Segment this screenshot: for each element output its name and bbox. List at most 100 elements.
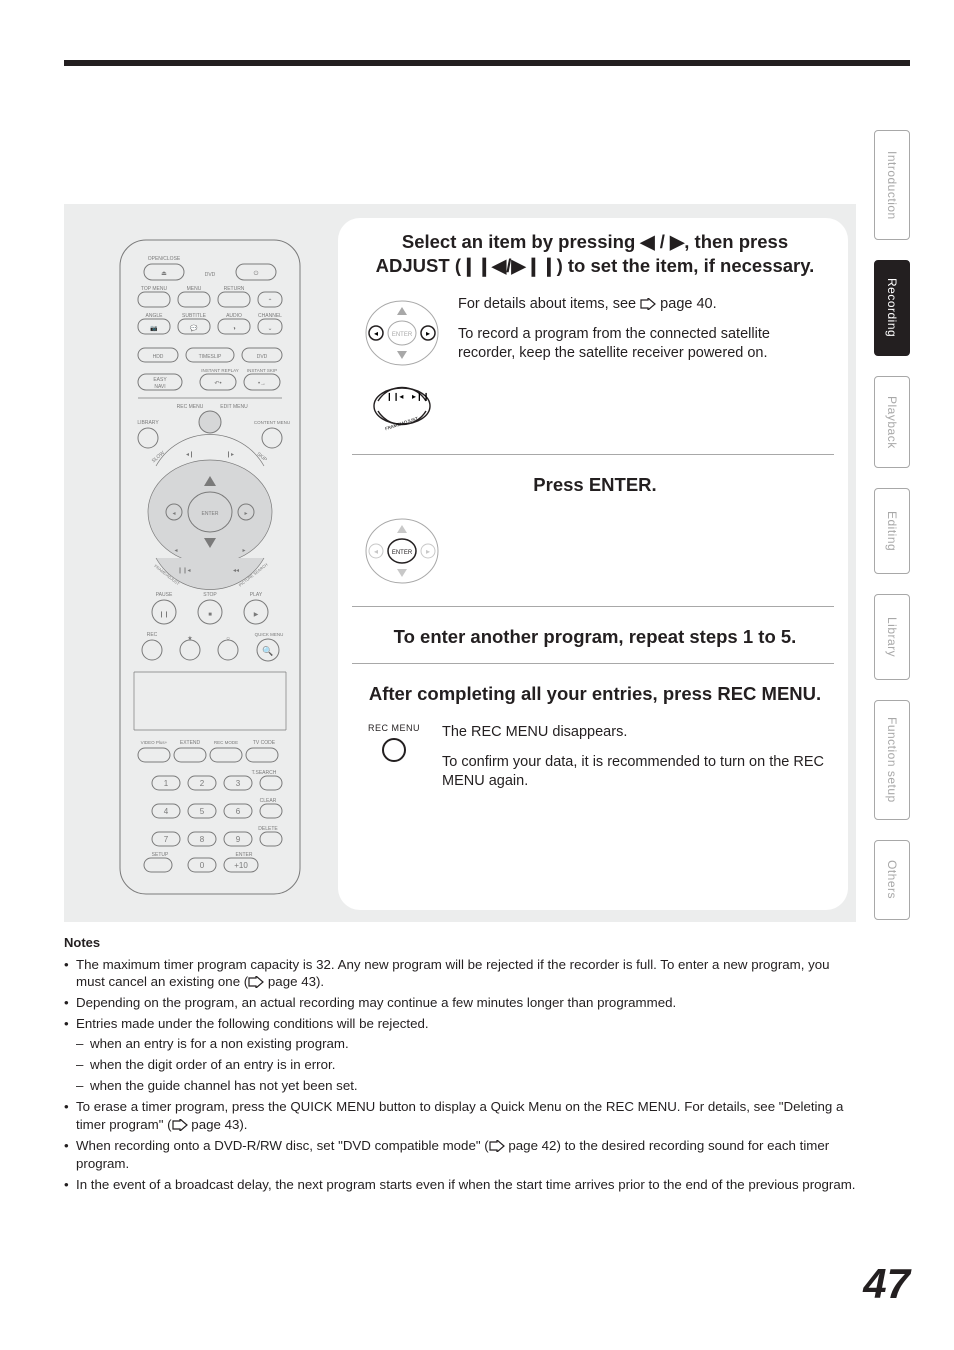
- page-ref-arrow-icon: [489, 1140, 505, 1152]
- svg-text:⌄: ⌄: [267, 326, 272, 332]
- step-recmenu-row: REC MENU The REC MENU disappears. To con…: [338, 713, 848, 810]
- svg-text:▸: ▸: [244, 511, 247, 517]
- svg-text:❙▸: ❙▸: [226, 451, 234, 458]
- svg-text:ENTER: ENTER: [392, 332, 413, 338]
- svg-text:PLAY: PLAY: [250, 592, 263, 598]
- tab-library[interactable]: Library: [874, 594, 910, 680]
- step-repeat: To enter another program, repeat steps 1…: [338, 613, 848, 657]
- tab-function-setup[interactable]: Function setup: [874, 700, 910, 820]
- step-select-title: Select an item by pressing ◀ / ▶, then p…: [364, 230, 826, 277]
- page-ref-arrow-icon: [640, 298, 656, 310]
- notes-list: The maximum timer program capacity is 32…: [64, 956, 856, 1194]
- svg-text:📷: 📷: [150, 325, 158, 332]
- step-select-text: For details about items, see page 40. To…: [458, 295, 826, 374]
- svg-text:◂: ◂: [374, 329, 378, 338]
- remote-illustration: .ln{fill:none;stroke:#7a7a7a;stroke-widt…: [104, 232, 316, 902]
- svg-text:AUDIO: AUDIO: [226, 313, 242, 319]
- svg-text:CHANNEL: CHANNEL: [258, 313, 282, 319]
- label-dvd: DVD: [205, 272, 216, 278]
- svg-text:◂❙: ◂❙: [186, 451, 194, 458]
- note-item: The maximum timer program capacity is 32…: [64, 956, 856, 992]
- nav-pad-icon: ENTER ◂ ▸ ❙❙◂ ▸❙❙ FRAME/ADJUST: [364, 295, 440, 440]
- notes-section: Notes The maximum timer program capacity…: [64, 934, 856, 1197]
- svg-text:TOP MENU: TOP MENU: [141, 286, 168, 292]
- svg-text:MENU: MENU: [187, 286, 202, 292]
- svg-text:REC MODE: REC MODE: [214, 740, 238, 745]
- svg-text:ENTER: ENTER: [236, 852, 253, 858]
- step-select-row: ENTER ◂ ▸ ❙❙◂ ▸❙❙ FRAME/ADJUST: [338, 285, 848, 448]
- svg-text:RETURN: RETURN: [224, 286, 245, 292]
- remote-recmenu-button: [199, 411, 221, 433]
- svg-text:◂: ◂: [172, 511, 175, 517]
- svg-text:REC MENU: REC MENU: [177, 404, 204, 410]
- step-recmenu-text: The REC MENU disappears. To confirm your…: [442, 723, 826, 802]
- step-enter-row: ENTER ◂ ▸: [338, 505, 848, 600]
- svg-text:◑: ◑: [232, 326, 236, 332]
- tab-others[interactable]: Others: [874, 840, 910, 920]
- svg-text:EASY: EASY: [153, 377, 167, 383]
- note-item: To erase a timer program, press the QUIC…: [64, 1098, 856, 1134]
- svg-text:6: 6: [236, 807, 241, 816]
- note-item: Entries made under the following conditi…: [64, 1015, 856, 1095]
- svg-text:CONTENT MENU: CONTENT MENU: [254, 420, 290, 425]
- note-subitem: when an entry is for a non existing prog…: [76, 1035, 856, 1053]
- divider: [352, 454, 834, 455]
- note-item: When recording onto a DVD-R/RW disc, set…: [64, 1137, 856, 1173]
- content-panel: .ln{fill:none;stroke:#7a7a7a;stroke-widt…: [64, 204, 856, 922]
- svg-text:ENTER: ENTER: [202, 511, 219, 517]
- svg-text:○: ○: [226, 636, 230, 642]
- svg-text:9: 9: [236, 835, 241, 844]
- svg-text:5: 5: [200, 807, 205, 816]
- divider: [352, 663, 834, 664]
- instruction-card: Select an item by pressing ◀ / ▶, then p…: [338, 218, 848, 910]
- svg-text:REC: REC: [147, 632, 158, 638]
- recmenu-button-icon: REC MENU: [364, 723, 424, 765]
- svg-text:💬: 💬: [190, 324, 198, 332]
- svg-text:❙❙◂: ❙❙◂: [386, 392, 403, 401]
- tab-introduction[interactable]: Introduction: [874, 130, 910, 240]
- svg-text:INSTANT SKIP: INSTANT SKIP: [247, 368, 277, 373]
- header-rule: [64, 60, 910, 66]
- svg-text:QUICK MENU: QUICK MENU: [255, 632, 284, 637]
- label-openclose: OPEN/CLOSE: [148, 256, 181, 262]
- svg-text:HDD: HDD: [153, 354, 164, 360]
- svg-text:TIMESLIP: TIMESLIP: [199, 354, 222, 360]
- step-enter: Press ENTER.: [338, 461, 848, 505]
- notes-title: Notes: [64, 934, 856, 952]
- svg-text:❙❙: ❙❙: [159, 611, 169, 618]
- tab-editing[interactable]: Editing: [874, 488, 910, 574]
- tab-playback[interactable]: Playback: [874, 376, 910, 468]
- remote-nav-pad: ENTER ◂ ▸: [148, 460, 272, 564]
- svg-text:+10: +10: [234, 861, 248, 870]
- svg-text:↶•: ↶•: [214, 380, 221, 387]
- svg-text:EDIT MENU: EDIT MENU: [220, 404, 248, 410]
- svg-text:•→: •→: [258, 381, 266, 387]
- svg-text:▸: ▸: [426, 547, 430, 556]
- svg-text:8: 8: [200, 835, 205, 844]
- note-subitem: when the digit order of an entry is in e…: [76, 1056, 856, 1074]
- svg-text:▸: ▸: [242, 548, 245, 554]
- tab-recording[interactable]: Recording: [874, 260, 910, 356]
- page-ref-arrow-icon: [248, 976, 264, 988]
- svg-text:2: 2: [200, 779, 205, 788]
- svg-text:FRAME/ADJUST: FRAME/ADJUST: [384, 416, 419, 431]
- svg-text:CLEAR: CLEAR: [260, 798, 277, 804]
- svg-text:⏻: ⏻: [254, 270, 259, 277]
- step-recmenu: After completing all your entries, press…: [338, 670, 848, 714]
- svg-text:🔍: 🔍: [262, 645, 273, 656]
- svg-text:◂◂: ◂◂: [233, 568, 239, 574]
- svg-text:PAUSE: PAUSE: [156, 592, 173, 598]
- svg-text:▸: ▸: [426, 329, 430, 338]
- svg-text:TV CODE: TV CODE: [253, 740, 276, 746]
- svg-text:3: 3: [236, 779, 241, 788]
- note-item: In the event of a broadcast delay, the n…: [64, 1176, 856, 1194]
- svg-text:◂: ◂: [374, 547, 378, 556]
- note-item: Depending on the program, an actual reco…: [64, 994, 856, 1012]
- svg-text:7: 7: [164, 835, 169, 844]
- svg-text:DVD: DVD: [257, 354, 268, 360]
- svg-text:0: 0: [200, 861, 205, 870]
- svg-text:DELETE: DELETE: [258, 826, 278, 832]
- svg-text:NAVI: NAVI: [154, 384, 165, 390]
- svg-text:SUBTITLE: SUBTITLE: [182, 313, 207, 319]
- step-repeat-title: To enter another program, repeat steps 1…: [364, 625, 826, 649]
